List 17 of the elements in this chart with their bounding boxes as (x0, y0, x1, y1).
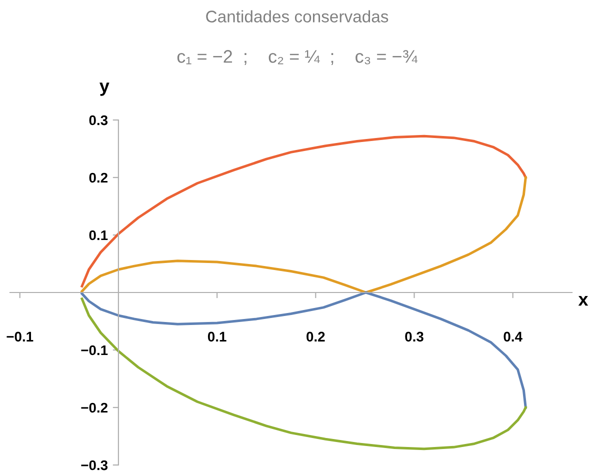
y-tick-label: 0.1 (89, 230, 108, 240)
y-tick-label: 0.3 (89, 115, 108, 126)
y-tick-label: −0.1 (81, 345, 108, 356)
y-tick-label: 0.2 (89, 172, 108, 183)
x-tick-label: 0.1 (208, 332, 226, 342)
x-axis-title: x (578, 296, 588, 306)
x-tick-label: 0.3 (405, 332, 424, 342)
x-tick-label: 0.4 (504, 332, 522, 342)
line-series (80, 298, 527, 450)
y-tick-label: −0.2 (81, 402, 108, 413)
y-tick-label: −0.3 (81, 460, 108, 470)
x-tick-label: −0.1 (6, 332, 34, 342)
chart-subtitle: c₁ = −2 ; c₂ = ¼ ; c₃ = −¾ (177, 50, 418, 65)
y-axis-title: y (100, 82, 110, 96)
x-tick-label: 0.2 (306, 332, 325, 342)
line-series (80, 134, 527, 288)
chart-title: Cantidades conservadas (206, 10, 388, 22)
